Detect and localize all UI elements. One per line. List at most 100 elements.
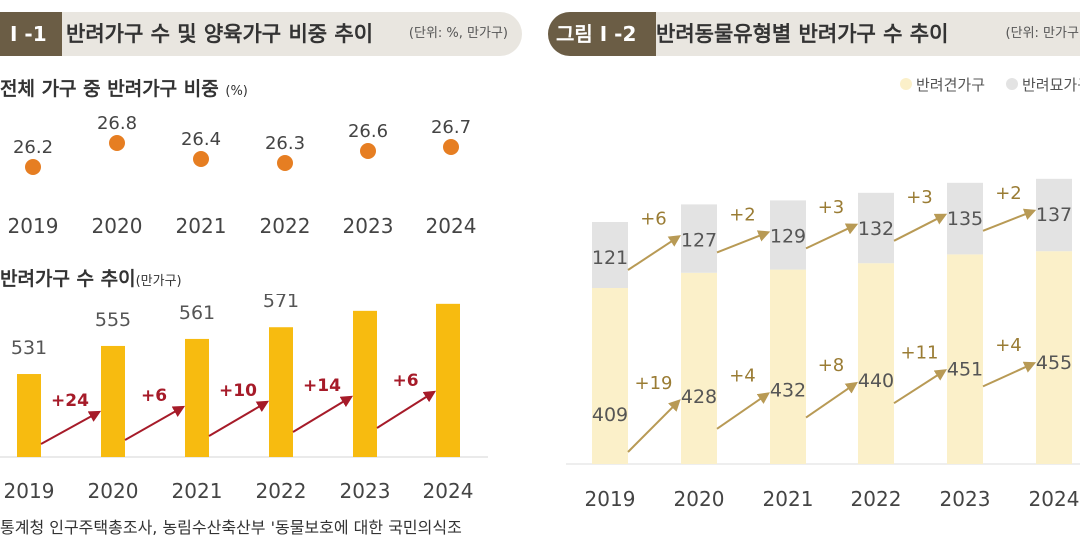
left-header: I -1 반려가구 수 및 양육가구 비중 추이 (단위: %, 만가구) — [0, 12, 522, 56]
count-year-label: 2022 — [256, 479, 307, 503]
ratio-subtitle-text: 전체 가구 중 반려가구 비중 — [0, 78, 219, 100]
count-value-label: 571 — [263, 294, 299, 312]
dog-value-label: 428 — [681, 386, 717, 408]
dog-value-label: 451 — [947, 358, 983, 380]
count-change-label: +10 — [219, 381, 257, 401]
ratio-dot — [277, 155, 293, 171]
cat-bar — [592, 222, 628, 288]
legend-dog-label: 반려견가구 — [916, 76, 985, 94]
cat-change-arrow — [805, 223, 859, 250]
dog-value-label: 455 — [1036, 352, 1072, 374]
ratio-dot — [109, 135, 125, 151]
cat-bar — [947, 182, 983, 255]
dog-bar — [858, 263, 894, 464]
cat-bar — [858, 192, 894, 264]
dog-change-label: +19 — [635, 373, 673, 394]
ratio-year-label: 2022 — [260, 214, 311, 238]
dog-change-label: +11 — [901, 342, 939, 363]
unit-label-2: (단위: 만가구) — [1005, 26, 1080, 41]
ratio-year-label: 2024 — [426, 214, 477, 238]
dog-value-label: 409 — [592, 404, 628, 426]
cat-change-arrow — [893, 213, 948, 242]
count-change-label: +14 — [303, 376, 341, 396]
count-bar — [436, 303, 460, 457]
dog-bar — [592, 288, 628, 464]
dog-value-label: 432 — [770, 380, 806, 402]
ratio-chart: 26.2 2019 26.8 2020 26.4 2021 26.3 2022 26.6 2023… — [8, 113, 477, 238]
dog-bar — [681, 272, 717, 464]
ratio-value-label: 26.4 — [181, 129, 221, 150]
cat-value-label: 137 — [1036, 204, 1072, 226]
legend-cat-swatch — [1006, 78, 1018, 90]
ratio-year-label: 2023 — [343, 214, 394, 238]
count-change-arrow — [292, 395, 354, 433]
ratio-value-label: 26.8 — [97, 113, 137, 134]
dog-change-label: +4 — [729, 366, 756, 387]
cat-change-arrow — [982, 208, 1037, 232]
stack-year-label: 2023 — [940, 487, 991, 511]
cat-change-label: +6 — [640, 208, 667, 229]
dog-value-label: 440 — [858, 370, 894, 392]
count-chart: 5312019555202056120215712022585202359120… — [0, 294, 488, 503]
cat-change-label: +3 — [906, 187, 933, 208]
cat-change-label: +2 — [729, 204, 756, 225]
count-change-arrow — [208, 400, 270, 437]
ratio-value-label: 26.3 — [265, 133, 305, 154]
dog-change-label: +4 — [995, 335, 1022, 356]
stack-year-label: 2020 — [674, 487, 725, 511]
dog-change-arrow — [627, 399, 681, 453]
ratio-dot — [360, 143, 376, 159]
ratio-year-label: 2019 — [8, 214, 59, 238]
count-subtitle-unit: (만가구) — [135, 274, 182, 289]
count-subtitle-text: 반려가구 수 추이 — [0, 268, 136, 290]
ratio-dot — [193, 151, 209, 167]
count-subtitle: 반려가구 수 추이(만가구) — [0, 264, 182, 291]
count-value-label: 555 — [95, 309, 131, 331]
legend-cat-label: 반려묘가구 — [1022, 76, 1080, 94]
count-year-label: 2019 — [4, 479, 55, 503]
dog-change-arrow — [893, 369, 948, 405]
ratio-value-label: 26.2 — [13, 137, 53, 158]
count-bar — [353, 310, 377, 457]
count-change-arrow — [376, 390, 437, 429]
figure-tag: I -1 — [0, 12, 62, 56]
stack-year-label: 2024 — [1029, 487, 1080, 511]
dog-bar — [1036, 251, 1072, 464]
ratio-year-label: 2021 — [176, 214, 227, 238]
ratio-value-label: 26.7 — [431, 117, 471, 138]
count-bar — [269, 327, 293, 457]
figure-title-2: 반려동물유형별 반려가구 수 추이 — [656, 22, 949, 46]
count-bar — [185, 338, 209, 457]
cat-change-arrow — [627, 235, 682, 271]
dog-change-arrow — [716, 392, 770, 430]
cat-bar — [1036, 178, 1072, 252]
stack-year-label: 2019 — [585, 487, 636, 511]
dog-bar — [770, 269, 806, 464]
unit-label: (단위: %, 만가구) — [408, 26, 508, 41]
count-year-label: 2023 — [340, 479, 391, 503]
ratio-year-label: 2020 — [92, 214, 143, 238]
dog-change-arrow — [805, 381, 858, 419]
ratio-subtitle: 전체 가구 중 반려가구 비중 (%) — [0, 74, 248, 101]
count-change-arrow — [40, 410, 102, 445]
count-bar — [101, 345, 125, 457]
source-note: 통계청 인구주택총조사, 농림수산축산부 '동물보호에 대한 국민의식조 — [0, 518, 462, 537]
cat-value-label: 132 — [858, 218, 894, 240]
cat-value-label: 121 — [592, 247, 628, 269]
count-change-label: +24 — [51, 391, 89, 411]
cat-value-label: 135 — [947, 208, 983, 230]
count-value-label: 585 — [347, 294, 383, 296]
count-year-label: 2021 — [172, 479, 223, 503]
count-bar — [17, 374, 41, 457]
cat-value-label: 129 — [770, 225, 806, 247]
stack-year-label: 2021 — [763, 487, 814, 511]
count-change-label: +6 — [392, 371, 418, 391]
left-panel: I -1 반려가구 수 및 양육가구 비중 추이 (단위: %, 만가구) 전체… — [0, 0, 530, 537]
count-change-arrow — [124, 405, 186, 441]
legend-dog-swatch — [900, 78, 912, 90]
dog-bar — [947, 254, 983, 464]
count-change-label: +6 — [141, 386, 167, 406]
cat-change-label: +3 — [818, 197, 845, 218]
figure-title: 반려가구 수 및 양육가구 비중 추이 — [66, 22, 374, 46]
count-value-label: 561 — [179, 302, 215, 324]
